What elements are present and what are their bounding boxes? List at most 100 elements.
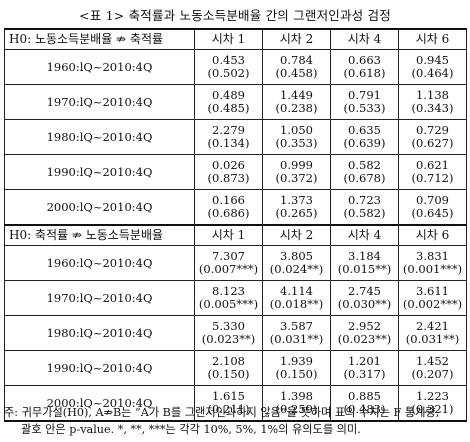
stat-cell: 7.307 (0.007***) — [194, 245, 263, 281]
stat-cell: 0.635 (0.639) — [330, 119, 399, 155]
table-row: 1980:lQ~2010:4Q 2.279 (0.134) 1.050 (0.353) 0… — [4, 119, 467, 155]
table-footnote: 주: 귀무가설(H0), A⇏B는 “A가 B를 그랜저인과하지 않음”을 뜻하… — [4, 404, 468, 438]
f-statistic: 1.452 — [416, 354, 449, 368]
stat-cell: 0.166 (0.686) — [194, 189, 263, 226]
stat-cell: 0.663 (0.618) — [330, 49, 399, 85]
table-row: 1990:lQ~2010:4Q 2.108 (0.150) 1.939 (0.150) 1… — [4, 350, 467, 386]
f-statistic: 0.582 — [348, 158, 381, 172]
stat-cell: 1.398 (0.259) — [262, 385, 331, 422]
p-value: (0.645) — [411, 206, 454, 220]
p-value: (0.686) — [207, 206, 250, 220]
stat-cell: 0.621 (0.712) — [398, 154, 467, 190]
p-value: (0.211) — [207, 402, 250, 416]
f-statistic: 1.138 — [416, 88, 449, 102]
f-statistic: 3.831 — [416, 249, 449, 263]
table-row: 1990:lQ~2010:4Q 0.026 (0.873) 0.999 (0.372) 0… — [4, 154, 467, 190]
p-value: (0.582) — [343, 206, 386, 220]
f-statistic: 1.939 — [280, 354, 313, 368]
stat-cell: 0.709 (0.645) — [398, 189, 467, 226]
p-value: (0.618) — [343, 66, 386, 80]
p-value: (0.207) — [411, 367, 454, 381]
table-row: 2000:lQ~2010:4Q 1.615 (0.211) 1.398 (0.259) 0… — [4, 385, 467, 422]
table-row: 1960:lQ~2010:4Q 0.453 (0.502) 0.784 (0.458) 0… — [4, 49, 467, 85]
f-statistic: 0.489 — [212, 88, 245, 102]
p-value: (0.023**) — [201, 332, 256, 346]
f-statistic: 1.201 — [348, 354, 381, 368]
stat-cell: 2.108 (0.150) — [194, 350, 263, 386]
p-value: (0.024**) — [269, 262, 324, 276]
period-label: 2000:lQ~2010:4Q — [4, 385, 195, 422]
p-value: (0.001***) — [402, 262, 463, 276]
table-row: 2000:lQ~2010:4Q 0.166 (0.686) 1.373 (0.265) 0… — [4, 189, 467, 226]
section-header-row: H0: 노동소득분배율 ⇏ 축적률 시차 1 시차 2 시차 4 시차 6 — [4, 28, 467, 50]
f-statistic: 8.123 — [212, 284, 245, 298]
stat-cell: 0.784 (0.458) — [262, 49, 331, 85]
stat-cell: 0.026 (0.873) — [194, 154, 263, 190]
p-value: (0.002***) — [402, 297, 463, 311]
table-row: 1960:lQ~2010:4Q 7.307 (0.007***) 3.805 (0.02… — [4, 245, 467, 281]
table-row: 1980:lQ~2010:4Q 5.330 (0.023**) 3.587 (0.031… — [4, 315, 467, 351]
period-label: 1980:lQ~2010:4Q — [4, 119, 195, 155]
stat-cell: 0.999 (0.372) — [262, 154, 331, 190]
f-statistic: 3.184 — [348, 249, 381, 263]
lag-column-header: 시차 2 — [262, 28, 331, 50]
stat-cell: 0.453 (0.502) — [194, 49, 263, 85]
f-statistic: 4.114 — [280, 284, 313, 298]
table-row: 1970:lQ~2010:4Q 8.123 (0.005***) 4.114 (0.01… — [4, 280, 467, 316]
stat-cell: 1.452 (0.207) — [398, 350, 467, 386]
period-label: 1990:lQ~2010:4Q — [4, 154, 195, 190]
stat-cell: 1.939 (0.150) — [262, 350, 331, 386]
f-statistic: 1.223 — [416, 389, 449, 403]
stat-cell: 8.123 (0.005***) — [194, 280, 263, 316]
p-value: (0.873) — [207, 171, 250, 185]
period-label: 1970:lQ~2010:4Q — [4, 280, 195, 316]
p-value: (0.317) — [343, 367, 386, 381]
f-statistic: 0.453 — [212, 53, 245, 67]
stat-cell: 0.723 (0.582) — [330, 189, 399, 226]
f-statistic: 3.611 — [416, 284, 449, 298]
p-value: (0.502) — [207, 66, 250, 80]
stat-cell: 1.449 (0.238) — [262, 84, 331, 120]
footnote-line-2: 괄호 안은 p-value. *, **, ***는 각각 10%, 5%, 1… — [21, 423, 361, 436]
f-statistic: 0.999 — [280, 158, 313, 172]
p-value: (0.005***) — [198, 297, 259, 311]
p-value: (0.372) — [275, 171, 318, 185]
f-statistic: 2.279 — [212, 123, 245, 137]
f-statistic: 0.791 — [348, 88, 381, 102]
f-statistic: 7.307 — [212, 249, 245, 263]
p-value: (0.485) — [207, 101, 250, 115]
stat-cell: 0.791 (0.533) — [330, 84, 399, 120]
p-value: (0.134) — [207, 136, 250, 150]
stat-cell: 1.138 (0.343) — [398, 84, 467, 120]
footnote-line-1: 주: 귀무가설(H0), A⇏B는 “A가 B를 그랜저인과하지 않음”을 뜻하… — [4, 406, 440, 419]
stat-cell: 0.729 (0.627) — [398, 119, 467, 155]
stat-cell: 2.421 (0.031**) — [398, 315, 467, 351]
stat-cell: 1.201 (0.317) — [330, 350, 399, 386]
section-header-row: H0: 축적률 ⇏ 노동소득분배율 시차 1 시차 2 시차 4 시차 6 — [4, 224, 467, 246]
p-value: (0.464) — [411, 66, 454, 80]
p-value: (0.627) — [411, 136, 454, 150]
f-statistic: 0.729 — [416, 123, 449, 137]
stat-cell: 0.945 (0.464) — [398, 49, 467, 85]
stat-cell: 1.615 (0.211) — [194, 385, 263, 422]
f-statistic: 0.166 — [212, 193, 245, 207]
p-value: (0.265) — [275, 206, 318, 220]
p-value: (0.007***) — [198, 262, 259, 276]
period-label: 1960:lQ~2010:4Q — [4, 49, 195, 85]
p-value: (0.018**) — [269, 297, 324, 311]
f-statistic: 0.663 — [348, 53, 381, 67]
stat-cell: 4.114 (0.018**) — [262, 280, 331, 316]
stat-cell: 0.885 (0.483) — [330, 385, 399, 422]
f-statistic: 0.723 — [348, 193, 381, 207]
p-value: (0.639) — [343, 136, 386, 150]
period-label: 1980:lQ~2010:4Q — [4, 315, 195, 351]
f-statistic: 1.449 — [280, 88, 313, 102]
period-label: 1960:lQ~2010:4Q — [4, 245, 195, 281]
granger-causality-table: H0: 노동소득분배율 ⇏ 축적률 시차 1 시차 2 시차 4 시차 6 1960:lQ… — [4, 28, 467, 422]
stat-cell: 3.611 (0.002***) — [398, 280, 467, 316]
f-statistic: 0.635 — [348, 123, 381, 137]
f-statistic: 0.945 — [416, 53, 449, 67]
hypothesis-header: H0: 노동소득분배율 ⇏ 축적률 — [4, 28, 195, 50]
p-value: (0.533) — [343, 101, 386, 115]
lag-column-header: 시차 4 — [330, 28, 399, 50]
